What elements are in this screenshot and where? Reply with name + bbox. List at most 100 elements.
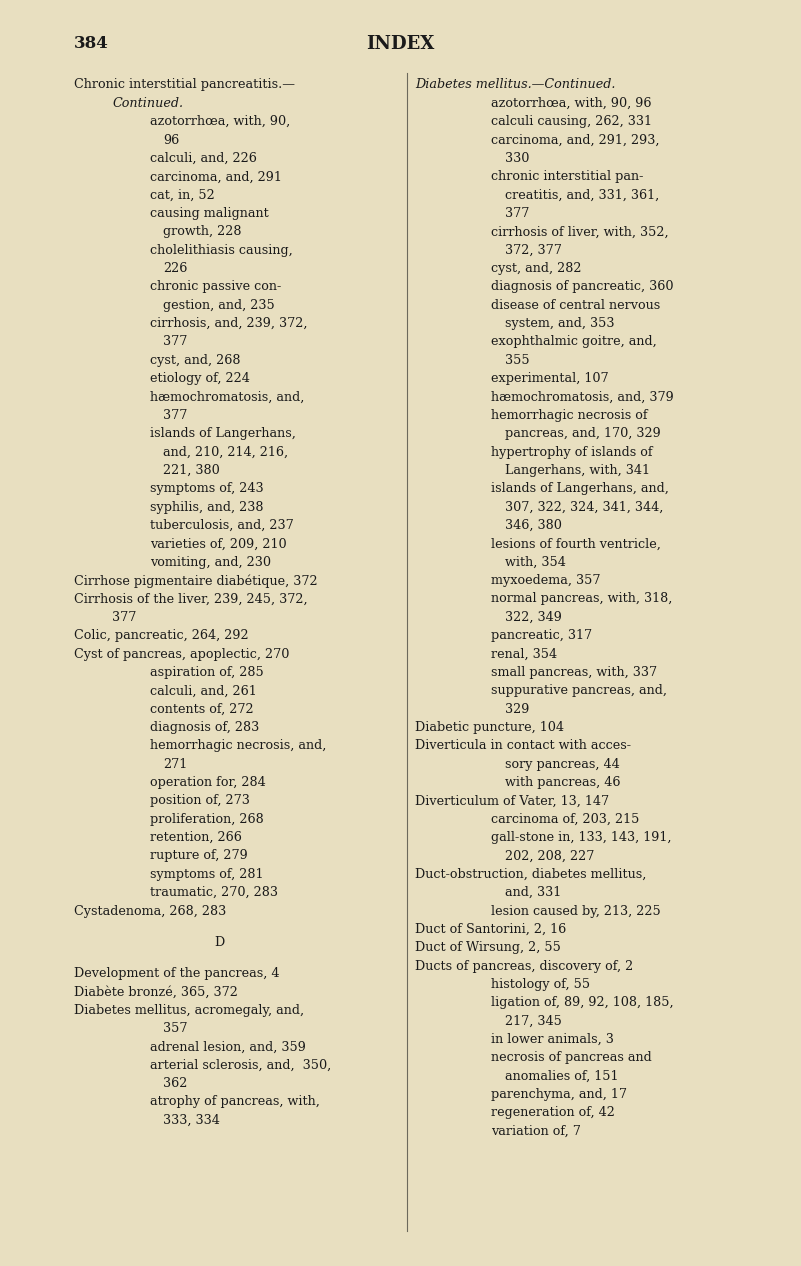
Text: diagnosis of, 283: diagnosis of, 283 (150, 720, 259, 734)
Text: 96: 96 (163, 133, 179, 147)
Text: 355: 355 (505, 353, 529, 367)
Text: renal, 354: renal, 354 (491, 647, 557, 661)
Text: arterial sclerosis, and,  350,: arterial sclerosis, and, 350, (150, 1058, 331, 1072)
Text: Cystadenoma, 268, 283: Cystadenoma, 268, 283 (74, 904, 226, 918)
Text: Cirrhosis of the liver, 239, 245, 372,: Cirrhosis of the liver, 239, 245, 372, (74, 592, 308, 605)
Text: rupture of, 279: rupture of, 279 (150, 849, 248, 862)
Text: disease of central nervous: disease of central nervous (491, 299, 660, 311)
Text: Colic, pancreatic, 264, 292: Colic, pancreatic, 264, 292 (74, 629, 248, 642)
Text: gestion, and, 235: gestion, and, 235 (163, 299, 276, 311)
Text: histology of, 55: histology of, 55 (491, 977, 590, 991)
Text: 377: 377 (505, 206, 529, 220)
Text: system, and, 353: system, and, 353 (505, 316, 614, 330)
Text: contents of, 272: contents of, 272 (150, 703, 253, 715)
Text: 357: 357 (163, 1022, 188, 1036)
Text: normal pancreas, with, 318,: normal pancreas, with, 318, (491, 592, 672, 605)
Text: chronic passive con-: chronic passive con- (150, 280, 281, 294)
Text: suppurative pancreas, and,: suppurative pancreas, and, (491, 684, 667, 698)
Text: Diverticula in contact with acces-: Diverticula in contact with acces- (415, 739, 631, 752)
Text: and, 210, 214, 216,: and, 210, 214, 216, (163, 446, 288, 458)
Text: proliferation, 268: proliferation, 268 (150, 813, 264, 825)
Text: ligation of, 89, 92, 108, 185,: ligation of, 89, 92, 108, 185, (491, 996, 674, 1009)
Text: 377: 377 (112, 610, 136, 624)
Text: tuberculosis, and, 237: tuberculosis, and, 237 (150, 519, 293, 532)
Text: 377: 377 (163, 335, 187, 348)
Text: 307, 322, 324, 341, 344,: 307, 322, 324, 341, 344, (505, 500, 663, 514)
Text: aspiration of, 285: aspiration of, 285 (150, 666, 264, 679)
Text: cirrhosis, and, 239, 372,: cirrhosis, and, 239, 372, (150, 316, 308, 330)
Text: 377: 377 (163, 409, 187, 422)
Text: Duct-obstruction, diabetes mellitus,: Duct-obstruction, diabetes mellitus, (415, 867, 646, 881)
Text: regeneration of, 42: regeneration of, 42 (491, 1106, 615, 1119)
Text: 333, 334: 333, 334 (163, 1114, 220, 1127)
Text: 330: 330 (505, 152, 529, 165)
Text: cirrhosis of liver, with, 352,: cirrhosis of liver, with, 352, (491, 225, 669, 238)
Text: hemorrhagic necrosis, and,: hemorrhagic necrosis, and, (150, 739, 326, 752)
Text: azotorrhœa, with, 90, 96: azotorrhœa, with, 90, 96 (491, 97, 651, 110)
Text: D: D (214, 936, 224, 948)
Text: syphilis, and, 238: syphilis, and, 238 (150, 500, 264, 514)
Text: experimental, 107: experimental, 107 (491, 372, 609, 385)
Text: 346, 380: 346, 380 (505, 519, 562, 532)
Text: adrenal lesion, and, 359: adrenal lesion, and, 359 (150, 1041, 306, 1053)
Text: Chronic interstitial pancreatitis.—: Chronic interstitial pancreatitis.— (74, 78, 295, 91)
Text: Diabetic puncture, 104: Diabetic puncture, 104 (415, 720, 564, 734)
Text: gall-stone in, 133, 143, 191,: gall-stone in, 133, 143, 191, (491, 830, 671, 844)
Text: carcinoma of, 203, 215: carcinoma of, 203, 215 (491, 813, 639, 825)
Text: lesion caused by, 213, 225: lesion caused by, 213, 225 (491, 904, 661, 918)
Text: Continued.: Continued. (112, 97, 183, 110)
Text: variation of, 7: variation of, 7 (491, 1124, 581, 1138)
Text: azotorrhœa, with, 90,: azotorrhœa, with, 90, (150, 115, 290, 128)
Text: necrosis of pancreas and: necrosis of pancreas and (491, 1051, 652, 1065)
Text: chronic interstitial pan-: chronic interstitial pan- (491, 170, 643, 184)
Text: calculi causing, 262, 331: calculi causing, 262, 331 (491, 115, 652, 128)
Text: position of, 273: position of, 273 (150, 794, 250, 808)
Text: islands of Langerhans, and,: islands of Langerhans, and, (491, 482, 669, 495)
Text: parenchyma, and, 17: parenchyma, and, 17 (491, 1087, 627, 1101)
Text: 221, 380: 221, 380 (163, 463, 220, 477)
Text: lesions of fourth ventricle,: lesions of fourth ventricle, (491, 537, 661, 551)
Text: 202, 208, 227: 202, 208, 227 (505, 849, 594, 862)
Text: pancreas, and, 170, 329: pancreas, and, 170, 329 (505, 427, 660, 441)
Text: Duct of Wirsung, 2, 55: Duct of Wirsung, 2, 55 (415, 941, 561, 955)
Text: 372, 377: 372, 377 (505, 243, 562, 257)
Text: 384: 384 (74, 35, 108, 52)
Text: exophthalmic goitre, and,: exophthalmic goitre, and, (491, 335, 657, 348)
Text: Cirrhose pigmentaire diabétique, 372: Cirrhose pigmentaire diabétique, 372 (74, 573, 317, 587)
Text: hemorrhagic necrosis of: hemorrhagic necrosis of (491, 409, 648, 422)
Text: myxoedema, 357: myxoedema, 357 (491, 573, 601, 587)
Text: sory pancreas, 44: sory pancreas, 44 (505, 757, 619, 771)
Text: calculi, and, 226: calculi, and, 226 (150, 152, 256, 165)
Text: pancreatic, 317: pancreatic, 317 (491, 629, 592, 642)
Text: retention, 266: retention, 266 (150, 830, 242, 844)
Text: etiology of, 224: etiology of, 224 (150, 372, 250, 385)
Text: INDEX: INDEX (366, 35, 435, 53)
Text: in lower animals, 3: in lower animals, 3 (491, 1033, 614, 1046)
Text: Diverticulum of Vater, 13, 147: Diverticulum of Vater, 13, 147 (415, 794, 609, 808)
Text: with, 354: with, 354 (505, 556, 566, 568)
Text: with pancreas, 46: with pancreas, 46 (505, 776, 620, 789)
Text: operation for, 284: operation for, 284 (150, 776, 266, 789)
Text: atrophy of pancreas, with,: atrophy of pancreas, with, (150, 1095, 320, 1109)
Text: 322, 349: 322, 349 (505, 610, 562, 624)
Text: symptoms of, 281: symptoms of, 281 (150, 867, 264, 881)
Text: varieties of, 209, 210: varieties of, 209, 210 (150, 537, 287, 551)
Text: symptoms of, 243: symptoms of, 243 (150, 482, 264, 495)
Text: and, 331: and, 331 (505, 886, 561, 899)
Text: diagnosis of pancreatic, 360: diagnosis of pancreatic, 360 (491, 280, 674, 294)
Text: cat, in, 52: cat, in, 52 (150, 189, 215, 201)
Text: calculi, and, 261: calculi, and, 261 (150, 684, 256, 698)
Text: hæmochromatosis, and,: hæmochromatosis, and, (150, 390, 304, 404)
Text: Cyst of pancreas, apoplectic, 270: Cyst of pancreas, apoplectic, 270 (74, 647, 289, 661)
Text: growth, 228: growth, 228 (163, 225, 242, 238)
Text: Ducts of pancreas, discovery of, 2: Ducts of pancreas, discovery of, 2 (415, 960, 633, 972)
Text: creatitis, and, 331, 361,: creatitis, and, 331, 361, (505, 189, 659, 201)
Text: traumatic, 270, 283: traumatic, 270, 283 (150, 886, 278, 899)
Text: Diabetes mellitus, acromegaly, and,: Diabetes mellitus, acromegaly, and, (74, 1004, 304, 1017)
Text: cholelithiasis causing,: cholelithiasis causing, (150, 243, 292, 257)
Text: hypertrophy of islands of: hypertrophy of islands of (491, 446, 653, 458)
Text: Diabète bronzé, 365, 372: Diabète bronzé, 365, 372 (74, 985, 238, 999)
Text: vomiting, and, 230: vomiting, and, 230 (150, 556, 271, 568)
Text: Langerhans, with, 341: Langerhans, with, 341 (505, 463, 650, 477)
Text: Diabetes mellitus.—Continued.: Diabetes mellitus.—Continued. (415, 78, 615, 91)
